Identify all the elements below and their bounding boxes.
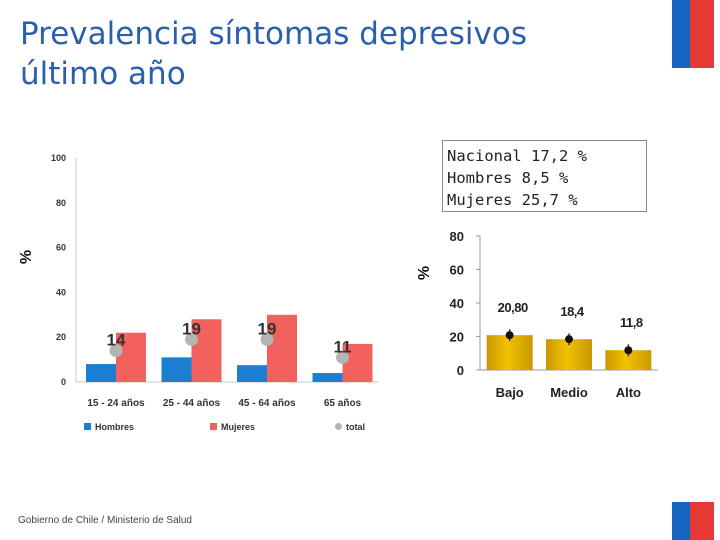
footer-text: Gobierno de Chile / Ministerio de Salud xyxy=(18,515,192,526)
stat-mujeres: Mujeres 25,7 % xyxy=(447,191,578,209)
chart1-bar-mujeres xyxy=(116,332,146,382)
chart1-data-label: 14 xyxy=(107,331,126,350)
socioeconomic-chart: 0 20 40 60 80 20,80 Bajo 18,4 Medio 11,8 Alto xyxy=(450,229,658,400)
chart1-x-tick: 25 - 44 años xyxy=(163,398,221,409)
flag-logo-top xyxy=(672,0,714,68)
chart1-legend-swatch xyxy=(335,423,342,430)
chart2-x-tick: Medio xyxy=(550,385,588,400)
chart1-bar-mujeres xyxy=(191,319,222,382)
chart1-x-tick: 15 - 24 años xyxy=(87,398,145,409)
chart2-y-tick: 0 xyxy=(457,363,464,378)
chart1-bar-hombres xyxy=(312,373,343,382)
chart1-point-total xyxy=(336,350,349,364)
chart2-point xyxy=(624,346,633,355)
title-line-2: último año xyxy=(20,56,186,92)
chart2-data-label: 11,8 xyxy=(620,315,643,330)
chart1-legend-label: total xyxy=(346,422,365,432)
chart2-bar xyxy=(605,350,652,370)
chart2-point xyxy=(505,331,514,340)
chart1-y-tick: 80 xyxy=(56,198,66,208)
chart1-bar-mujeres xyxy=(342,343,373,382)
age-group-chart: 0 20 40 60 80 100 14 15 - 24 años 19 25 - 44 años… xyxy=(51,153,378,432)
chart1-y-tick: 60 xyxy=(56,243,66,253)
chart1-bar-hombres xyxy=(161,357,192,382)
chart2-y-tick: 80 xyxy=(450,229,464,244)
chart1-legend-label: Mujeres xyxy=(221,422,255,432)
chart1-x-tick: 45 - 64 años xyxy=(238,398,296,409)
title-line-1: Prevalencia síntomas depresivos xyxy=(20,16,527,52)
flag-logo-bottom xyxy=(672,502,714,540)
chart2-data-label: 20,80 xyxy=(498,300,528,315)
national-stats-box: Nacional 17,2 % Hombres 8,5 % Mujeres 25… xyxy=(442,140,647,212)
chart2-y-tick: 40 xyxy=(450,296,464,311)
chart1-bar-mujeres xyxy=(267,314,297,382)
chart1-y-tick: 40 xyxy=(56,287,66,297)
chart1-data-label: 19 xyxy=(258,319,277,338)
chart2-y-tick: 60 xyxy=(450,263,464,278)
chart2-data-label: 18,4 xyxy=(560,304,585,319)
chart1-legend-swatch xyxy=(210,423,217,430)
chart1-y-tick: 100 xyxy=(51,153,66,163)
chart1-point-total xyxy=(185,332,198,346)
chart1-point-total xyxy=(260,332,274,346)
chart2-y-tick: 20 xyxy=(450,330,464,345)
chart1-y-label: % xyxy=(18,249,36,265)
chart1-y-tick: 20 xyxy=(56,332,66,342)
chart1-legend-swatch xyxy=(84,423,91,430)
chart1-x-tick: 65 años xyxy=(324,398,362,409)
chart1-bar-hombres xyxy=(237,365,267,382)
chart1-y-tick: 0 xyxy=(61,377,66,387)
stat-nacional: Nacional 17,2 % xyxy=(447,147,587,165)
chart2-point xyxy=(565,335,573,344)
chart1-data-label: 19 xyxy=(182,319,201,338)
chart1-bar-hombres xyxy=(86,364,116,382)
page-title: Prevalencia síntomas depresivos último a… xyxy=(20,14,527,94)
chart2-x-tick: Bajo xyxy=(496,385,524,400)
stat-hombres: Hombres 8,5 % xyxy=(447,169,569,187)
chart1-data-label: 11 xyxy=(334,337,352,356)
chart1-legend-label: Hombres xyxy=(95,422,134,432)
chart1-point-total xyxy=(109,344,123,358)
chart2-x-tick: Alto xyxy=(616,385,641,400)
